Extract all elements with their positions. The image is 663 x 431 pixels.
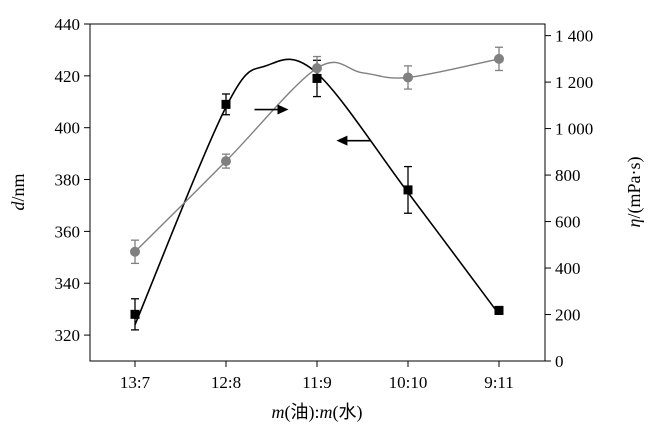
- series-2-point: [494, 53, 504, 64]
- right-tick-label: 400: [555, 259, 581, 278]
- fit-curves: [134, 58, 500, 326]
- right-tick-label: 1 000: [555, 120, 593, 139]
- left-tick-label: 340: [55, 274, 81, 293]
- left-tick-label: 320: [55, 326, 81, 345]
- x-tick-label: 11:9: [302, 373, 332, 392]
- series-1-point: [312, 73, 322, 83]
- series-2-point: [221, 156, 231, 167]
- left-tick-label: 420: [55, 67, 81, 86]
- axis-arrows: [254, 104, 371, 146]
- data-markers: [130, 53, 504, 319]
- left-tick-label: 380: [55, 171, 81, 190]
- series-1-point: [494, 305, 504, 315]
- left-tick-label: 360: [55, 222, 81, 241]
- x-tick-label: 10:10: [389, 373, 428, 392]
- x-tick-label: 12:8: [211, 373, 241, 392]
- x-axis-title: m(油):m(水): [272, 402, 363, 423]
- right-tick-label: 600: [555, 213, 581, 232]
- series-2-curve: [134, 58, 500, 253]
- right-tick-label: 0: [555, 352, 564, 371]
- series-1-point: [130, 309, 140, 319]
- right-tick-label: 800: [555, 166, 581, 185]
- series-2-point: [312, 63, 322, 74]
- x-tick-label: 9:11: [484, 373, 514, 392]
- error-bars: [131, 46, 503, 331]
- right-tick-label: 200: [555, 306, 581, 325]
- series-2-point: [403, 72, 413, 83]
- left-tick-label: 440: [55, 15, 81, 34]
- right-axis-title: η/(mPa·s): [624, 157, 645, 228]
- left-tick-label: 400: [55, 119, 81, 138]
- arrow-1-head: [277, 104, 289, 115]
- series-1-point: [403, 185, 413, 195]
- series-2-point: [130, 246, 140, 257]
- left-axis-title: d/nm: [8, 173, 28, 210]
- x-axis: 13:7 12:8 11:9 10:10 9:11: [120, 361, 514, 392]
- arrow-2-head: [336, 135, 348, 146]
- series-1-point: [221, 99, 231, 109]
- right-tick-label: 1 200: [555, 73, 593, 92]
- right-tick-label: 1 400: [555, 27, 593, 46]
- x-tick-label: 13:7: [120, 373, 151, 392]
- series-1-curve: [134, 58, 500, 326]
- right-axis: 0 200 400 600 800 1 000 1 200 1 400: [545, 27, 593, 371]
- left-axis: 320 340 360 380 400 420 440: [55, 15, 90, 345]
